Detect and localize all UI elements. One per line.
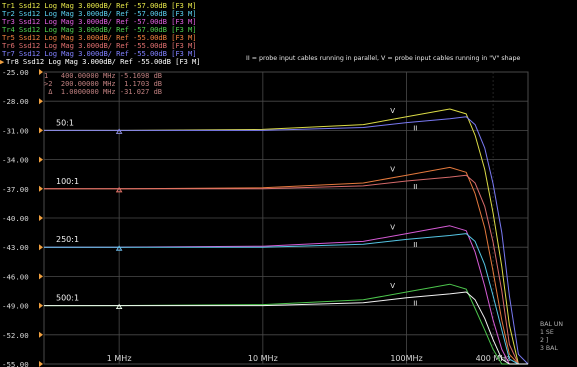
shape-label: V	[390, 282, 395, 290]
ratio-label: 50:1	[56, 118, 74, 127]
shape-label: V	[390, 224, 395, 232]
marker-triangle	[115, 128, 123, 134]
ref-arrow	[39, 273, 43, 280]
balun-label: BAL UN	[540, 321, 564, 328]
marker-readout: 1 400.00000 MHz -5.1698 dB >2 200.00000 M…	[44, 72, 162, 96]
trace-header-line[interactable]: Tr3 Ssd12 Log Mag 3.000dB/ Ref -57.00dB …	[2, 17, 197, 26]
marker-triangle	[115, 303, 123, 310]
shape-label: II	[413, 124, 417, 132]
trace-header-line[interactable]: Tr7 Ssd12 Log Mag 3.000dB/ Ref -55.00dB …	[2, 49, 197, 58]
ref-arrow	[39, 156, 43, 163]
marker-triangle	[115, 245, 123, 251]
balun-port-1: 1 SE	[540, 329, 554, 336]
balun-port-3: 3 BAL	[540, 345, 558, 352]
marker-readout-line: 1 400.00000 MHz -5.1698 dB	[44, 72, 163, 80]
ref-arrow	[39, 302, 43, 309]
shape-label: II	[413, 183, 417, 191]
trace-header-line[interactable]: Tr8 Ssd12 Log Mag 3.000dB/ Ref -55.00dB …	[6, 57, 201, 66]
shape-label: II	[413, 300, 417, 308]
ratio-label: 250:1	[56, 235, 79, 244]
ref-arrow	[39, 361, 43, 367]
y-tick-label: -25.00	[2, 68, 29, 77]
trace-line-1	[44, 108, 528, 365]
marker-readout-line: Δ 1.0000000 MHz -31.027 dB	[44, 88, 163, 96]
y-tick-label: -55.00	[2, 360, 29, 367]
y-tick-label: -40.00	[2, 214, 29, 223]
trace-line-4	[44, 174, 528, 365]
active-trace-pointer-icon: ▶	[0, 57, 5, 66]
x-tick-label: 100MHz	[390, 354, 422, 363]
trace-line-8	[44, 291, 528, 365]
ref-arrow	[39, 331, 43, 338]
ref-arrow	[39, 215, 43, 221]
y-tick-label: -37.00	[2, 185, 29, 194]
ref-arrow	[39, 98, 43, 105]
ref-arrow	[39, 69, 43, 75]
trace-line-3	[44, 166, 528, 365]
y-tick-label: -31.00	[2, 126, 29, 135]
ref-arrow	[39, 244, 43, 251]
ratio-label: 500:1	[56, 294, 79, 303]
trace-header-line[interactable]: Tr4 Ssd12 Log Mag 3.000dB/ Ref -57.00dB …	[2, 25, 197, 34]
x-tick-label: 10 MHz	[248, 354, 278, 363]
trace-line-5	[44, 225, 528, 365]
legend-note: II = probe input cables running in paral…	[246, 55, 521, 62]
trace-header-line[interactable]: Tr1 Ssd12 Log Mag 3.000dB/ Ref -57.00dB …	[2, 1, 197, 10]
balun-port-2: 2 ]	[540, 337, 549, 344]
y-tick-label: -46.00	[2, 272, 29, 281]
y-tick-label: -28.00	[2, 97, 29, 106]
y-tick-label: -43.00	[2, 243, 29, 252]
y-tick-label: -34.00	[2, 156, 29, 165]
trace-header-line[interactable]: Tr2 Ssd12 Log Mag 3.000dB/ Ref -57.00dB …	[2, 9, 197, 18]
ref-arrow	[39, 185, 43, 192]
trace-line-6	[44, 233, 528, 365]
trace-line-7	[44, 283, 528, 365]
trace-header-line[interactable]: Tr6 Ssd12 Log Mag 3.000dB/ Ref -55.00dB …	[2, 41, 197, 50]
trace-header-line[interactable]: Tr5 Ssd12 Log Mag 3.000dB/ Ref -55.00dB …	[2, 33, 197, 42]
y-tick-label: -49.00	[2, 302, 29, 311]
shape-label: V	[390, 165, 395, 173]
marker-readout-line: >2 200.00000 MHz 1.1703 dB	[44, 80, 163, 88]
marker-triangle	[115, 187, 123, 193]
trace-line-2	[44, 116, 529, 365]
shape-label: V	[390, 107, 395, 115]
shape-label: II	[413, 241, 417, 249]
x-tick-label: 400 MHz	[476, 354, 511, 363]
ref-arrow	[39, 127, 43, 134]
ratio-label: 100:1	[56, 177, 79, 186]
x-tick-label: 1 MHz	[107, 354, 132, 363]
y-tick-label: -52.00	[2, 331, 29, 340]
